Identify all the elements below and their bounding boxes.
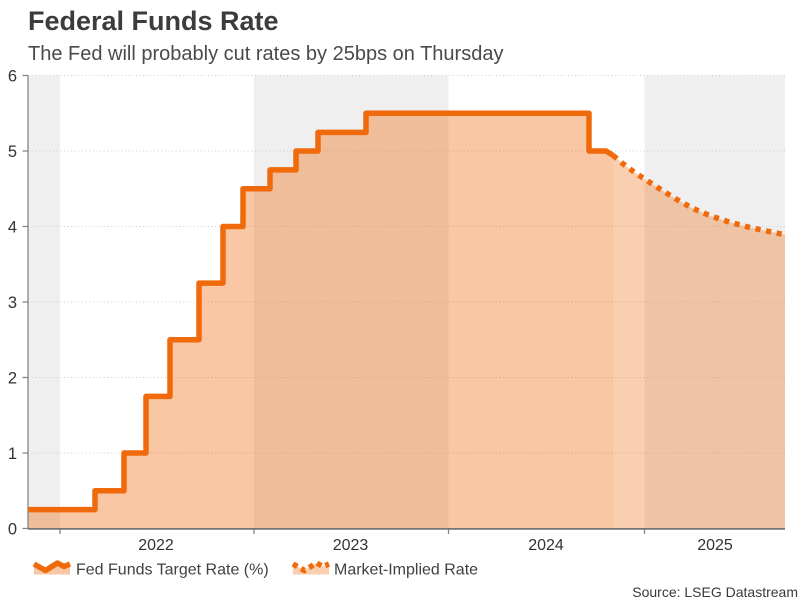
- svg-text:Fed Funds Target Rate (%): Fed Funds Target Rate (%): [76, 562, 269, 579]
- svg-text:2023: 2023: [333, 537, 369, 554]
- svg-text:Market-Implied Rate: Market-Implied Rate: [334, 562, 478, 579]
- svg-text:Source: LSEG Datastream: Source: LSEG Datastream: [632, 584, 798, 600]
- svg-text:1: 1: [8, 445, 17, 463]
- svg-text:0: 0: [8, 520, 17, 538]
- svg-text:2: 2: [8, 369, 17, 387]
- svg-text:5: 5: [8, 143, 17, 161]
- svg-text:4: 4: [8, 218, 17, 236]
- svg-text:6: 6: [8, 67, 17, 85]
- svg-text:2024: 2024: [528, 537, 564, 554]
- svg-text:2025: 2025: [697, 537, 733, 554]
- svg-text:3: 3: [8, 294, 17, 312]
- svg-text:2022: 2022: [138, 537, 174, 554]
